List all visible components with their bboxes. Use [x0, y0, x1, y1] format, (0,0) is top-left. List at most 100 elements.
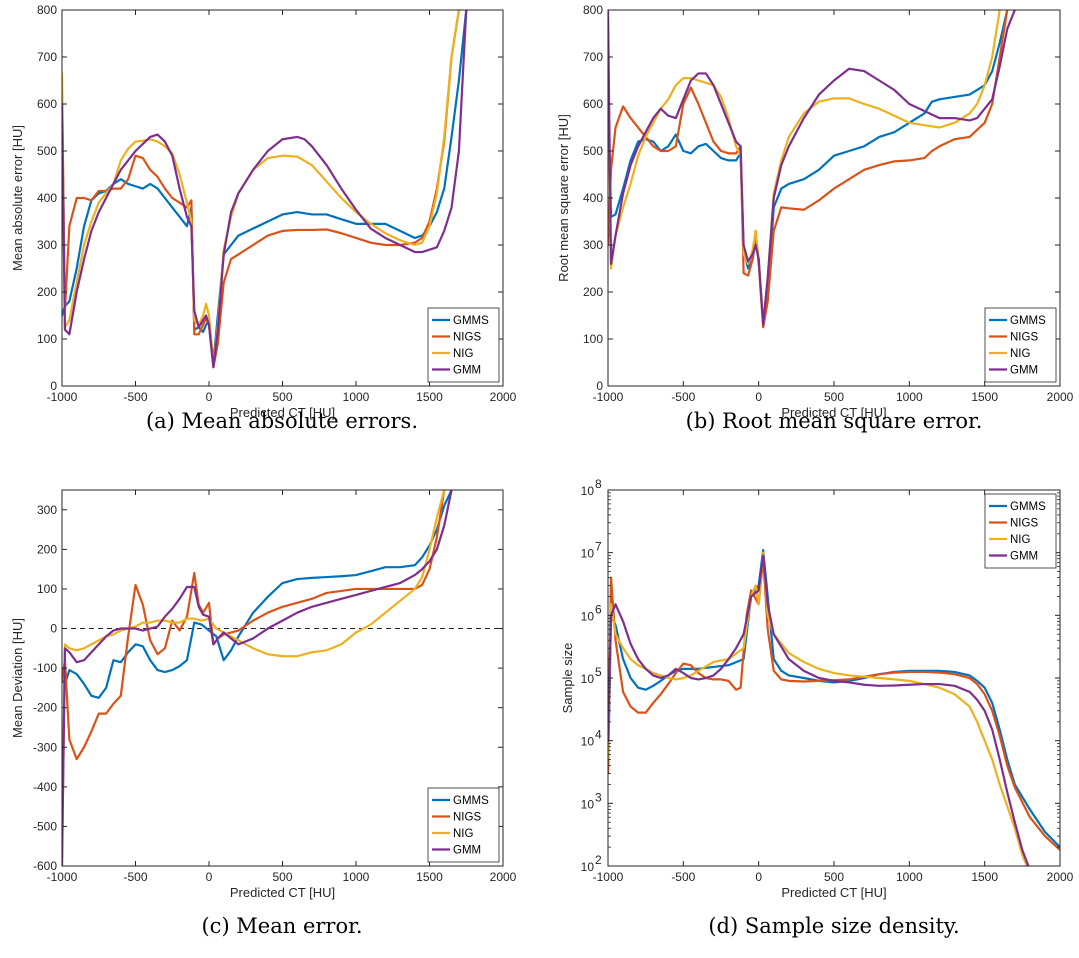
y-tick-label: 500	[583, 144, 603, 158]
legend: GMMS NIGS NIG GMM	[427, 307, 500, 383]
legend-label-gmms: GMMS	[453, 315, 489, 327]
chart-panel-b: -1000 -500 0 500 1000 1500 2000 0 100 200 300 400 50…	[556, 3, 1074, 433]
x-tick-label: 2000	[1047, 870, 1074, 884]
x-tick-label: -1000	[593, 390, 624, 404]
legend-label-nigs: NIGS	[453, 332, 481, 344]
x-tick-label: 500	[824, 390, 844, 404]
y-tick-label: 400	[583, 191, 603, 205]
x-tick-label: 1500	[971, 390, 998, 404]
x-tick-label: 1000	[343, 870, 370, 884]
y-tick-label: 100	[583, 332, 603, 346]
x-tick-label: 0	[206, 870, 213, 884]
y-tick-label: 0	[50, 622, 57, 636]
x-tick-label: 1000	[896, 870, 923, 884]
x-tick-label: 2000	[490, 870, 517, 884]
y-tick-label-exponent: 3	[595, 790, 602, 804]
legend-label-nig: NIG	[1010, 348, 1031, 360]
legend-label-gmms: GMMS	[1010, 501, 1046, 513]
x-tick-label: 1500	[971, 870, 998, 884]
y-axis-label: Root mean square error [HU]	[556, 114, 571, 282]
legend-label-gmms: GMMS	[453, 795, 489, 807]
series-line-gmm	[608, 10, 1016, 326]
y-tick-label: -100	[33, 661, 57, 675]
x-tick-label: -1000	[593, 870, 624, 884]
legend-label-gmms: GMMS	[1010, 315, 1046, 327]
x-tick-label: -500	[123, 870, 147, 884]
y-tick-label: 800	[37, 3, 57, 17]
series-line-nigs	[62, 10, 460, 369]
x-tick-label: -500	[671, 870, 695, 884]
legend-label-gmm: GMM	[1010, 365, 1038, 377]
x-tick-label: -1000	[47, 870, 78, 884]
y-tick-label-base: 10	[581, 860, 595, 874]
x-tick-label: 0	[755, 870, 762, 884]
legend-label-nigs: NIGS	[1010, 332, 1038, 344]
y-tick-label: -400	[33, 780, 57, 794]
panel-caption: (d) Sample size density.	[708, 914, 959, 938]
panel-caption: (c) Mean error.	[201, 914, 362, 938]
x-tick-label: 1500	[416, 870, 443, 884]
legend: GMMS NIGS NIG GMM	[984, 307, 1057, 383]
series-line-nig	[608, 551, 1028, 866]
x-tick-label: 1500	[416, 390, 443, 404]
y-tick-label-base: 10	[581, 547, 595, 561]
panel-caption: (b) Root mean square error.	[686, 409, 983, 433]
x-axis-label: Predicted CT [HU]	[781, 405, 886, 420]
series-line-nigs	[608, 557, 1060, 852]
y-tick-label: 700	[37, 50, 57, 64]
legend-label-nig: NIG	[1010, 534, 1031, 546]
y-axis-label: Sample size	[560, 643, 575, 714]
legend-label-nigs: NIGS	[1010, 518, 1038, 530]
y-axis-label: Mean Deviation [HU]	[10, 618, 25, 738]
series-line-nigs	[62, 490, 446, 761]
series-line-gmm	[608, 554, 1030, 866]
x-tick-label: 0	[206, 390, 213, 404]
legend-label-gmm: GMM	[453, 845, 481, 857]
x-tick-label: -1000	[47, 390, 78, 404]
y-tick-label-exponent: 4	[595, 728, 602, 742]
x-tick-label: 500	[824, 870, 844, 884]
chart-panel-a: -1000 -500 0 500 1000 1500 2000 0 100 200 300 400 50…	[10, 3, 517, 433]
y-tick-label: 600	[37, 97, 57, 111]
series-line-nig	[62, 490, 446, 866]
y-tick-label-exponent: 5	[595, 665, 602, 679]
y-tick-label-base: 10	[581, 735, 595, 749]
chart-panel-c: -1000 -500 0 500 1000 1500 2000-600-500-400-30…	[10, 489, 517, 938]
y-tick-label: 300	[37, 503, 57, 517]
y-tick-label: -600	[33, 859, 57, 873]
x-tick-label: 2000	[1047, 390, 1074, 404]
x-tick-label: 500	[272, 870, 292, 884]
y-tick-label: 500	[37, 144, 57, 158]
legend-label-gmm: GMM	[453, 365, 481, 377]
x-tick-label: -500	[671, 390, 695, 404]
y-tick-label: 200	[583, 285, 603, 299]
series-line-gmm	[62, 490, 453, 866]
y-tick-label: 100	[37, 332, 57, 346]
y-tick-label: 300	[37, 238, 57, 252]
y-tick-label: 0	[596, 379, 603, 393]
y-tick-label: -500	[33, 819, 57, 833]
y-tick-label-base: 10	[581, 672, 595, 686]
y-tick-label: 0	[50, 379, 57, 393]
legend: GMMS NIGS NIG GMM	[984, 493, 1057, 569]
y-tick-label: 700	[583, 50, 603, 64]
x-axis-label: Predicted CT [HU]	[781, 885, 886, 900]
legend-label-nigs: NIGS	[453, 812, 481, 824]
y-tick-label: 800	[583, 3, 603, 17]
y-tick-label-base: 10	[581, 484, 595, 498]
y-tick-label-exponent: 7	[595, 540, 602, 554]
y-tick-label-exponent: 8	[595, 477, 602, 491]
y-tick-label: 300	[583, 238, 603, 252]
y-tick-label: 600	[583, 97, 603, 111]
legend-label-nig: NIG	[453, 348, 474, 360]
x-tick-label: 0	[755, 390, 762, 404]
y-tick-label: 400	[37, 191, 57, 205]
series-line-gmms	[608, 10, 1009, 326]
x-axis-label: Predicted CT [HU]	[230, 405, 335, 420]
legend: GMMS NIGS NIG GMM	[427, 787, 500, 863]
y-tick-label: -300	[33, 740, 57, 754]
x-tick-label: 500	[272, 390, 292, 404]
legend-label-nig: NIG	[453, 828, 474, 840]
